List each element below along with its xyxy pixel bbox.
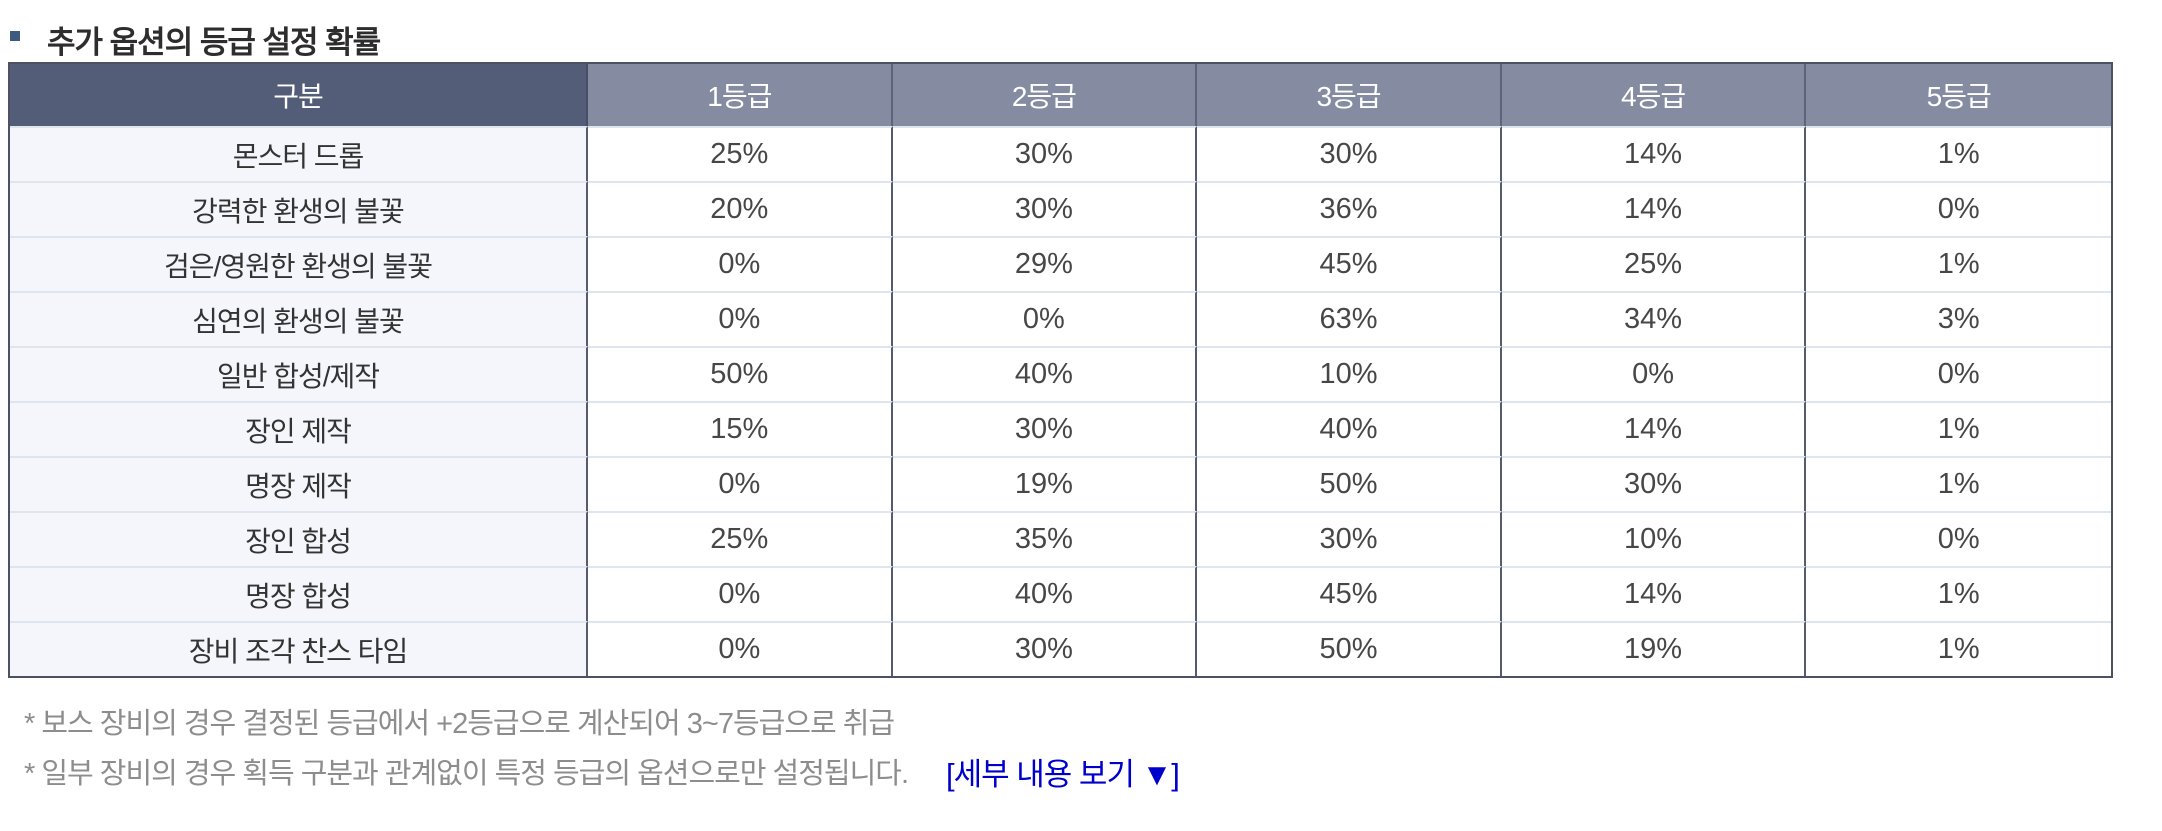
table-row: 몬스터 드롭 25% 30% 30% 14% 1%	[10, 126, 2111, 181]
bullet-square-icon	[10, 31, 20, 41]
prob-cell: 45%	[1197, 236, 1502, 291]
col-header-grade: 3등급	[1197, 64, 1502, 126]
prob-cell: 19%	[1501, 621, 1807, 676]
prob-cell: 0%	[588, 621, 893, 676]
prob-cell: 36%	[1197, 181, 1502, 236]
col-header-grade: 1등급	[588, 64, 893, 126]
prob-cell: 30%	[892, 181, 1198, 236]
row-label: 명장 제작	[10, 456, 588, 511]
table-body: 몬스터 드롭 25% 30% 30% 14% 1% 강력한 환생의 불꽃 20% 30% 36% 1…	[10, 126, 2111, 676]
prob-cell: 14%	[1501, 126, 1807, 181]
prob-cell: 29%	[892, 236, 1198, 291]
prob-cell: 50%	[1197, 621, 1502, 676]
table-row: 강력한 환생의 불꽃 20% 30% 36% 14% 0%	[10, 181, 2111, 236]
header-row: 구분 1등급 2등급 3등급 4등급 5등급	[10, 64, 2111, 126]
prob-cell: 45%	[1197, 566, 1502, 621]
table-row: 장비 조각 찬스 타임 0% 30% 50% 19% 1%	[10, 621, 2111, 676]
prob-cell: 0%	[1806, 511, 2111, 566]
prob-cell: 30%	[1501, 456, 1807, 511]
prob-cell: 34%	[1501, 291, 1807, 346]
prob-cell: 50%	[588, 346, 893, 401]
row-label: 몬스터 드롭	[10, 126, 588, 181]
prob-cell: 1%	[1806, 566, 2111, 621]
prob-cell: 0%	[1806, 346, 2111, 401]
prob-cell: 63%	[1197, 291, 1502, 346]
prob-cell: 14%	[1501, 181, 1807, 236]
col-header-grade: 2등급	[892, 64, 1198, 126]
row-label: 검은/영원한 환생의 불꽃	[10, 236, 588, 291]
row-label: 심연의 환생의 불꽃	[10, 291, 588, 346]
row-label: 명장 합성	[10, 566, 588, 621]
prob-cell: 40%	[892, 566, 1198, 621]
table-row: 검은/영원한 환생의 불꽃 0% 29% 45% 25% 1%	[10, 236, 2111, 291]
prob-cell: 30%	[1197, 126, 1502, 181]
footnote-text: * 보스 장비의 경우 결정된 등급에서 +2등급으로 계산되어 3~7등급으로…	[24, 708, 895, 740]
prob-cell: 0%	[1806, 181, 2111, 236]
col-header-grade: 4등급	[1501, 64, 1807, 126]
row-label: 장인 제작	[10, 401, 588, 456]
prob-cell: 0%	[1501, 346, 1807, 401]
prob-cell: 40%	[1197, 401, 1502, 456]
row-label: 강력한 환생의 불꽃	[10, 181, 588, 236]
prob-cell: 19%	[892, 456, 1198, 511]
prob-cell: 0%	[588, 236, 893, 291]
prob-cell: 1%	[1806, 401, 2111, 456]
prob-cell: 1%	[1806, 621, 2111, 676]
prob-cell: 25%	[1501, 236, 1807, 291]
col-header-category: 구분	[10, 64, 588, 126]
prob-cell: 1%	[1806, 236, 2111, 291]
table-row: 장인 제작 15% 30% 40% 14% 1%	[10, 401, 2111, 456]
details-toggle-link[interactable]: [세부 내용 보기 ▼]	[946, 756, 1180, 792]
table-row: 심연의 환생의 불꽃 0% 0% 63% 34% 3%	[10, 291, 2111, 346]
prob-cell: 30%	[892, 621, 1198, 676]
prob-cell: 25%	[588, 126, 893, 181]
table-header: 구분 1등급 2등급 3등급 4등급 5등급	[10, 64, 2111, 126]
section-title-row: 추가 옵션의 등급 설정 확률	[0, 0, 2162, 62]
prob-cell: 1%	[1806, 456, 2111, 511]
prob-cell: 25%	[588, 511, 893, 566]
row-label: 장인 합성	[10, 511, 588, 566]
prob-cell: 15%	[588, 401, 893, 456]
prob-cell: 0%	[588, 566, 893, 621]
prob-cell: 10%	[1501, 511, 1807, 566]
table-row: 장인 합성 25% 35% 30% 10% 0%	[10, 511, 2111, 566]
row-label: 장비 조각 찬스 타임	[10, 621, 588, 676]
prob-cell: 40%	[892, 346, 1198, 401]
prob-cell: 50%	[1197, 456, 1502, 511]
footnotes: * 보스 장비의 경우 결정된 등급에서 +2등급으로 계산되어 3~7등급으로…	[24, 696, 2162, 796]
table-row: 일반 합성/제작 50% 40% 10% 0% 0%	[10, 346, 2111, 401]
prob-cell: 20%	[588, 181, 893, 236]
prob-cell: 30%	[892, 126, 1198, 181]
table-row: 명장 합성 0% 40% 45% 14% 1%	[10, 566, 2111, 621]
row-label: 일반 합성/제작	[10, 346, 588, 401]
prob-cell: 0%	[588, 456, 893, 511]
prob-cell: 30%	[1197, 511, 1502, 566]
prob-cell: 0%	[588, 291, 893, 346]
prob-cell: 3%	[1806, 291, 2111, 346]
grade-probability-table: 구분 1등급 2등급 3등급 4등급 5등급 몬스터 드롭 25% 30% 30% 14% 1% 강력…	[8, 62, 2113, 678]
prob-cell: 10%	[1197, 346, 1502, 401]
prob-cell: 35%	[892, 511, 1198, 566]
col-header-grade: 5등급	[1806, 64, 2111, 126]
prob-cell: 14%	[1501, 401, 1807, 456]
footnote-specific-grade: * 일부 장비의 경우 획득 구분과 관계없이 특정 등급의 옵션으로만 설정됩…	[24, 746, 2162, 796]
prob-cell: 14%	[1501, 566, 1807, 621]
footnote-boss-equipment: * 보스 장비의 경우 결정된 등급에서 +2등급으로 계산되어 3~7등급으로…	[24, 696, 2162, 746]
prob-cell: 30%	[892, 401, 1198, 456]
prob-cell: 0%	[892, 291, 1198, 346]
footnote-text: * 일부 장비의 경우 획득 구분과 관계없이 특정 등급의 옵션으로만 설정됩…	[24, 758, 909, 790]
page-title: 추가 옵션의 등급 설정 확률	[47, 24, 381, 60]
prob-cell: 1%	[1806, 126, 2111, 181]
table-row: 명장 제작 0% 19% 50% 30% 1%	[10, 456, 2111, 511]
